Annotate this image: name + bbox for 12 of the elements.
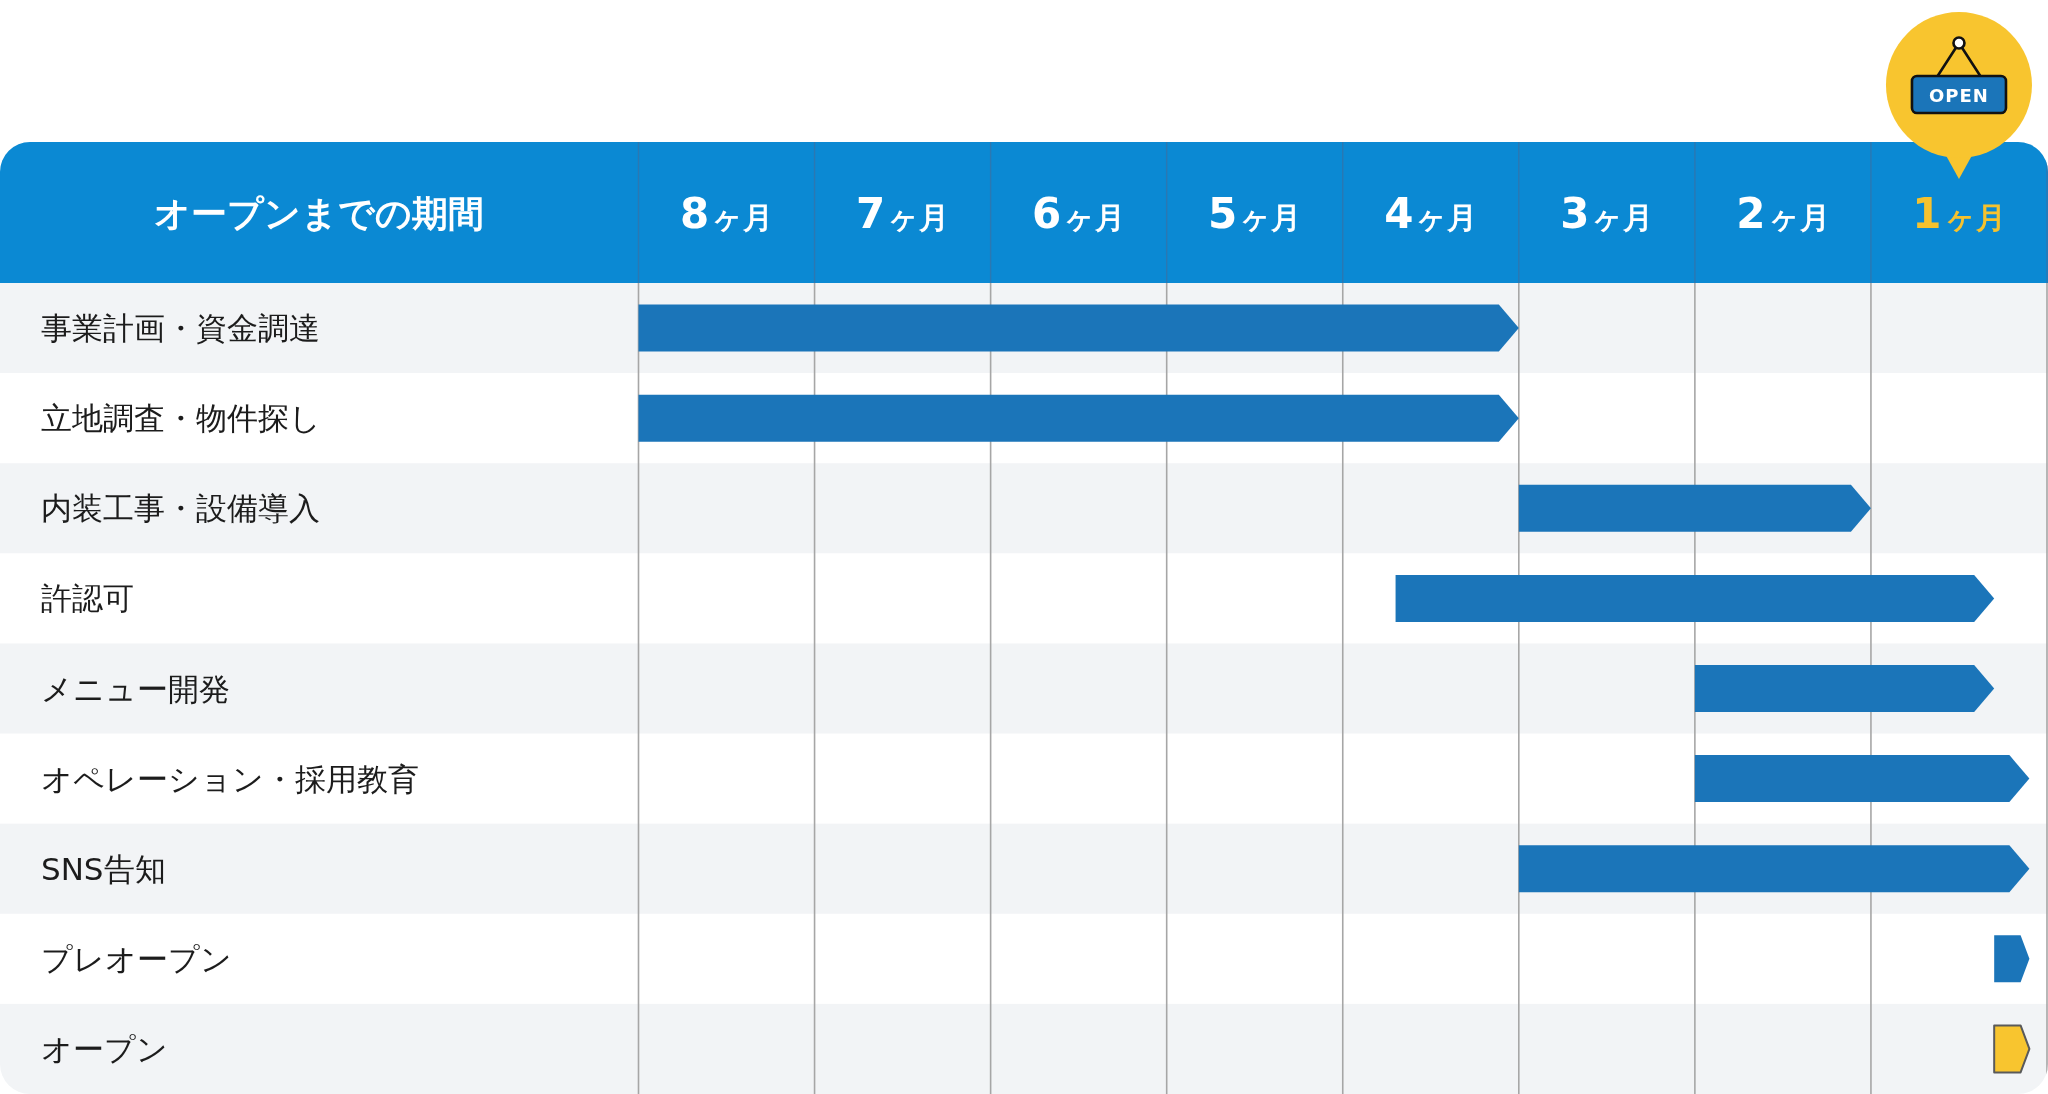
y-tick-label: メニュー開発 xyxy=(41,670,230,707)
y-tick-label: 立地調査・物件探し xyxy=(41,400,321,437)
y-tick-label: 事業計画・資金調達 xyxy=(41,310,320,347)
y-tick-label: オペレーション・採用教育 xyxy=(41,760,419,797)
y-tick-label: SNS告知 xyxy=(41,850,166,887)
x-axis-title: オープンまでの期間 xyxy=(154,192,485,234)
x-tick-label: 4ヶ月 xyxy=(1384,188,1478,238)
annotation: OPEN xyxy=(1929,84,1989,106)
y-tick-label: プレオープン xyxy=(41,940,232,977)
y-tick-label: 内装工事・設備導入 xyxy=(41,490,320,527)
y-tick-label: オープン xyxy=(41,1030,168,1067)
y-tick-label: 許認可 xyxy=(41,580,134,617)
